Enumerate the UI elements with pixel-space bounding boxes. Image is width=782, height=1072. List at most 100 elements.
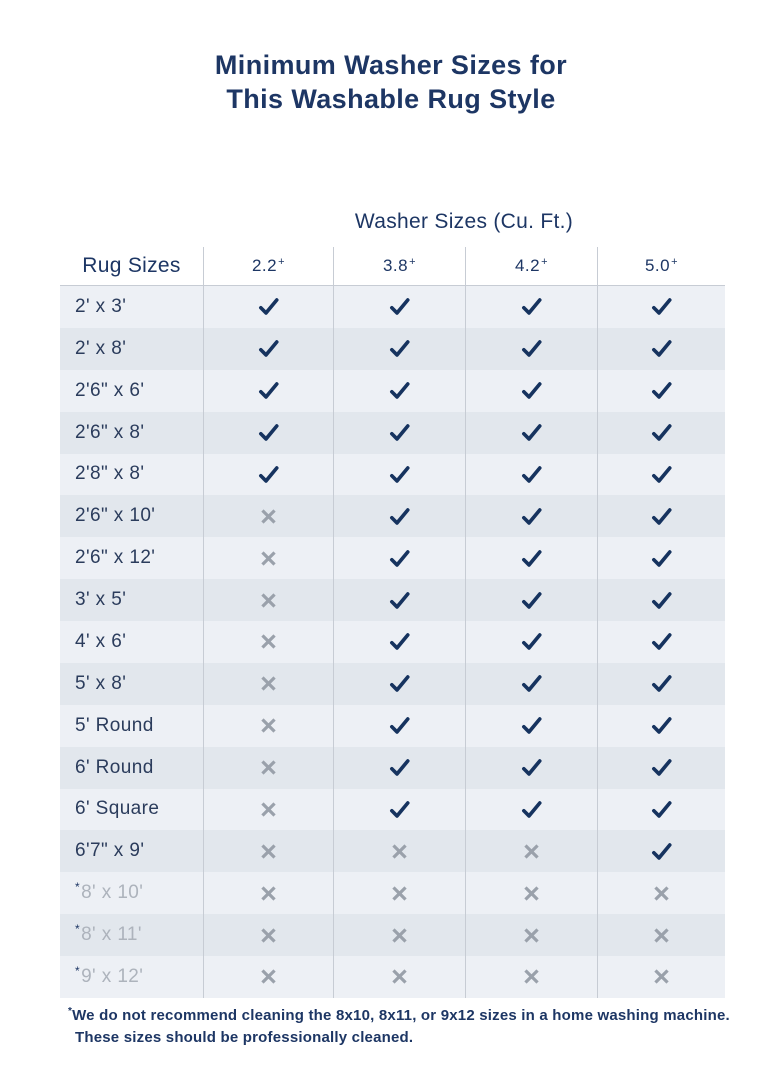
table-row: 2'6" x 8' — [60, 411, 725, 454]
does-not-fit-cell — [203, 956, 333, 998]
cross-icon — [261, 844, 276, 859]
does-not-fit-cell — [465, 830, 597, 873]
rug-size-text: 6'7" x 9' — [75, 840, 145, 862]
column-header-3-8: 3.8 + — [333, 247, 465, 285]
check-icon — [522, 340, 542, 358]
does-not-fit-cell — [333, 872, 465, 915]
rug-size-label: 6'7" x 9' — [60, 830, 203, 872]
rug-size-label: 2'6" x 6' — [60, 370, 203, 412]
table-row: 2' x 3' — [60, 286, 725, 328]
check-icon — [652, 591, 672, 609]
fits-cell — [597, 411, 725, 454]
table-row: 2'6" x 12' — [60, 537, 725, 580]
fits-cell — [597, 704, 725, 747]
fits-cell — [465, 662, 597, 705]
does-not-fit-cell — [203, 704, 333, 747]
check-icon — [390, 633, 410, 651]
does-not-fit-cell — [597, 914, 725, 956]
fits-cell — [465, 327, 597, 370]
fits-cell — [597, 579, 725, 621]
does-not-fit-cell — [203, 830, 333, 873]
footnote-marker: * — [75, 880, 81, 895]
cross-icon — [261, 676, 276, 691]
cross-icon — [392, 886, 407, 901]
table-row: 6'7" x 9' — [60, 830, 725, 873]
rug-size-text: 9' x 12' — [81, 965, 144, 987]
washable-rug-infographic: Minimum Washer Sizes for This Washable Ru… — [0, 48, 782, 1072]
check-icon — [652, 424, 672, 441]
rug-size-label: 4' x 6' — [60, 621, 203, 663]
check-icon — [390, 759, 410, 776]
rug-size-text: 8' x 11' — [81, 924, 142, 946]
does-not-fit-cell — [203, 579, 333, 621]
fits-cell — [465, 453, 597, 496]
fits-cell — [333, 411, 465, 454]
cross-icon — [261, 634, 276, 650]
fits-cell — [597, 537, 725, 580]
fits-cell — [597, 369, 725, 412]
footnote-marker: * — [75, 963, 81, 978]
cross-icon — [524, 927, 539, 943]
does-not-fit-cell — [465, 956, 597, 998]
check-icon — [522, 633, 542, 651]
cross-icon — [261, 551, 276, 566]
table-row: 4' x 6' — [60, 621, 725, 663]
fits-cell — [465, 411, 597, 454]
check-icon — [259, 298, 279, 316]
cross-icon — [261, 718, 276, 733]
fits-cell — [465, 495, 597, 538]
table-row: 2'6" x 6' — [60, 369, 725, 412]
cross-icon — [524, 844, 539, 859]
check-icon — [390, 675, 410, 693]
fits-cell — [203, 286, 333, 328]
rug-size-label: 2'6" x 12' — [60, 537, 203, 579]
check-icon — [390, 549, 410, 567]
check-icon — [652, 382, 672, 399]
footnote-asterisk: * — [68, 1006, 73, 1017]
check-icon — [390, 298, 410, 316]
check-icon — [522, 717, 542, 734]
cross-icon — [261, 802, 276, 817]
does-not-fit-cell — [203, 746, 333, 789]
check-icon — [652, 507, 672, 525]
fits-cell — [203, 327, 333, 370]
cross-icon — [261, 969, 276, 985]
check-icon — [652, 340, 672, 358]
check-icon — [390, 717, 410, 734]
check-icon — [522, 591, 542, 609]
rug-size-label: 2'6" x 8' — [60, 412, 203, 454]
fits-cell — [333, 286, 465, 328]
rug-size-text: 8' x 10' — [81, 882, 144, 904]
rug-size-label: 2'8" x 8' — [60, 454, 203, 496]
cross-icon — [524, 886, 539, 901]
rug-size-text: 5' x 8' — [75, 672, 127, 694]
fits-cell — [333, 327, 465, 370]
fits-cell — [465, 537, 597, 580]
fits-cell — [333, 579, 465, 621]
rug-size-text: 5' Round — [75, 714, 154, 736]
fits-cell — [333, 537, 465, 580]
check-icon — [259, 424, 279, 441]
rug-size-text: 6' Round — [75, 756, 154, 778]
footnote-line1: We do not recommend cleaning the 8x10, 8… — [72, 1007, 730, 1024]
check-icon — [522, 759, 542, 776]
fits-cell — [597, 788, 725, 831]
check-icon — [652, 298, 672, 316]
rug-size-label: * 9' x 12' — [60, 956, 203, 998]
check-icon — [259, 382, 279, 399]
check-icon — [390, 591, 410, 609]
rug-size-text: 2'6" x 10' — [75, 505, 156, 527]
page-title-line2: This Washable Rug Style — [226, 84, 556, 114]
table-row: 5' Round — [60, 704, 725, 747]
fits-cell — [597, 746, 725, 789]
check-icon — [652, 675, 672, 693]
table-row: 5' x 8' — [60, 662, 725, 705]
table-row: * 9' x 12' — [60, 956, 725, 998]
check-icon — [652, 801, 672, 818]
washer-size-table: Washer Sizes (Cu. Ft.) Rug Sizes 2.2 +3.8… — [60, 208, 725, 998]
check-icon — [259, 466, 279, 483]
table-row: 6' Square — [60, 788, 725, 831]
check-icon — [390, 507, 410, 525]
table-body: 2' x 3' 2' x 8' 2'6" x 6' 2'6" x 8' 2'8" x 8… — [60, 286, 725, 998]
table-row: 2' x 8' — [60, 327, 725, 370]
